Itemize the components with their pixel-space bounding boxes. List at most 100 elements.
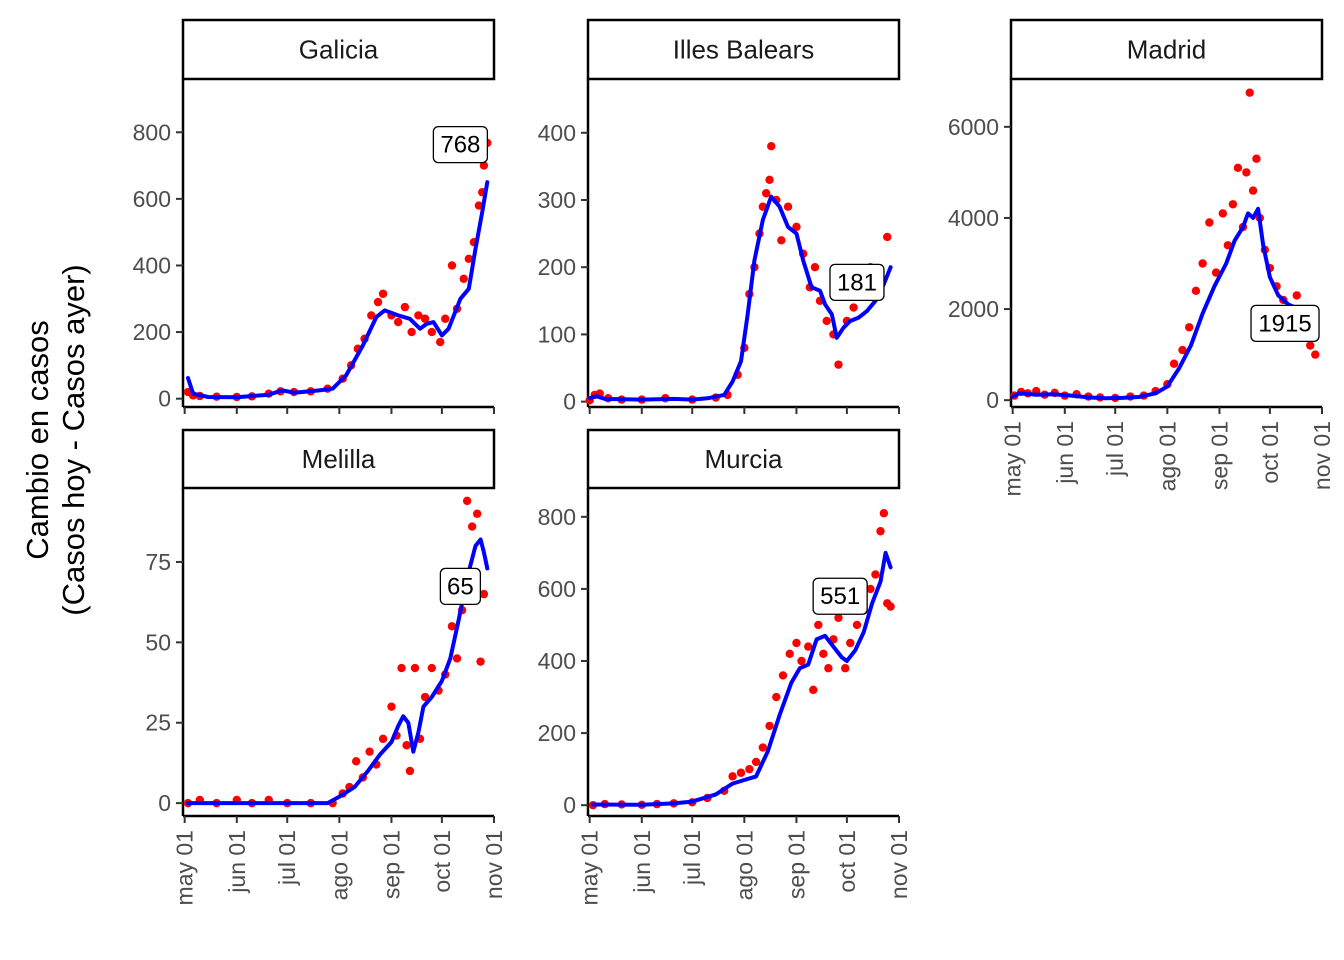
y-tick-label: 300 xyxy=(538,187,576,213)
data-point xyxy=(387,702,396,711)
y-tick-label: 400 xyxy=(538,648,576,674)
strip-box xyxy=(1009,18,1324,81)
data-point xyxy=(852,620,862,630)
data-point xyxy=(1242,168,1251,177)
data-point xyxy=(1169,359,1179,368)
annotation-galicia: 768 xyxy=(432,125,489,164)
data-point xyxy=(736,768,746,777)
x-tick-label: nov 01 xyxy=(886,830,912,899)
data-point xyxy=(1205,218,1214,227)
data-point xyxy=(879,509,889,518)
data-point xyxy=(447,261,457,270)
data-point xyxy=(765,721,774,731)
y-tick-label: 0 xyxy=(563,389,576,415)
data-point xyxy=(441,314,450,323)
y-tick-label: 200 xyxy=(538,720,576,746)
data-point xyxy=(1223,241,1233,250)
y-tick-label: 200 xyxy=(133,319,171,345)
data-point xyxy=(452,654,462,663)
data-point xyxy=(414,311,423,320)
data-point xyxy=(834,613,843,622)
annotation-box xyxy=(1250,304,1320,343)
x-tick-label: may 01 xyxy=(1000,421,1026,496)
data-point xyxy=(1233,163,1243,173)
x-tick-label: sep 01 xyxy=(783,830,809,899)
x-tick-label: oct 01 xyxy=(429,830,455,893)
y-tick-label: 100 xyxy=(538,321,576,347)
y-axis-title-line: Cambio en casos xyxy=(20,320,55,560)
data-point xyxy=(1245,88,1254,97)
data-point xyxy=(778,671,788,680)
data-point xyxy=(824,664,833,673)
data-point xyxy=(866,584,875,594)
strip-box xyxy=(586,428,901,490)
panel-illes-balears: Illes Balears 0 100 200 300 400 181 xyxy=(538,18,901,415)
y-tick-label: 25 xyxy=(145,710,171,736)
data-point xyxy=(761,189,771,198)
panel-murcia: Murcia 0 200 400 600 800 may 01 jun 01 jul 01 ago… xyxy=(538,428,912,905)
trend-line xyxy=(587,194,893,402)
trend-line xyxy=(591,550,893,807)
data-point xyxy=(810,262,820,272)
strip-label-illes-balears: Illes Balears xyxy=(673,35,815,65)
data-point xyxy=(420,314,430,323)
data-point xyxy=(459,274,468,283)
data-point xyxy=(809,685,818,695)
data-point xyxy=(400,302,410,312)
data-point xyxy=(841,664,850,673)
y-tick-label: 0 xyxy=(158,386,171,412)
data-point xyxy=(1228,200,1238,209)
y-tick-label: 0 xyxy=(986,387,999,413)
x-tick-label: oct 01 xyxy=(1257,421,1283,484)
data-point xyxy=(728,772,737,781)
y-tick-label: 2000 xyxy=(948,296,999,322)
data-point xyxy=(393,317,403,327)
x-tick-label: may 01 xyxy=(577,830,603,905)
x-tick-label: jun 01 xyxy=(629,830,655,894)
y-tick-label: 600 xyxy=(538,576,576,602)
data-point xyxy=(476,657,485,666)
annotation-label: 181 xyxy=(837,269,877,296)
x-tick-label: sep 01 xyxy=(1206,421,1232,490)
strip-label-galicia: Galicia xyxy=(299,35,379,65)
data-point xyxy=(1178,345,1187,355)
data-point xyxy=(783,202,793,211)
y-tick-label: 600 xyxy=(133,186,171,212)
x-tick-label: nov 01 xyxy=(1309,421,1335,490)
data-point xyxy=(410,663,420,673)
data-point xyxy=(792,638,801,648)
data-point xyxy=(402,741,411,750)
y-tick-label: 800 xyxy=(133,119,171,145)
data-point xyxy=(420,692,430,702)
data-point xyxy=(1198,259,1207,268)
data-point xyxy=(886,602,895,611)
data-point xyxy=(467,522,477,531)
data-point xyxy=(765,175,774,185)
strip-box xyxy=(586,18,901,81)
annotation-label: 65 xyxy=(447,573,474,600)
y-tick-label: 4000 xyxy=(948,205,999,231)
strip-label-murcia: Murcia xyxy=(704,444,783,474)
data-point xyxy=(883,232,892,242)
x-tick-label: nov 01 xyxy=(481,830,507,899)
data-point xyxy=(427,327,436,337)
data-point xyxy=(834,360,843,369)
strip-label-madrid: Madrid xyxy=(1127,35,1206,65)
data-point xyxy=(365,747,374,756)
data-point xyxy=(814,620,823,630)
y-tick-label: 75 xyxy=(145,549,171,575)
data-point xyxy=(427,663,436,673)
annotation-murcia: 551 xyxy=(812,577,868,615)
data-point xyxy=(745,764,754,774)
strip-box xyxy=(181,18,496,81)
annotation-madrid: 1915 xyxy=(1250,304,1320,343)
panel-melilla: Melilla 0 25 50 75 may 01 jun 01 jul 01 ago 01 se… xyxy=(145,428,507,905)
data-point xyxy=(1248,186,1258,195)
data-point xyxy=(772,692,781,702)
data-point xyxy=(849,303,858,312)
data-point xyxy=(479,589,489,599)
data-point xyxy=(464,254,473,264)
x-tick-label: ago 01 xyxy=(1154,421,1180,491)
data-point xyxy=(1191,286,1201,296)
